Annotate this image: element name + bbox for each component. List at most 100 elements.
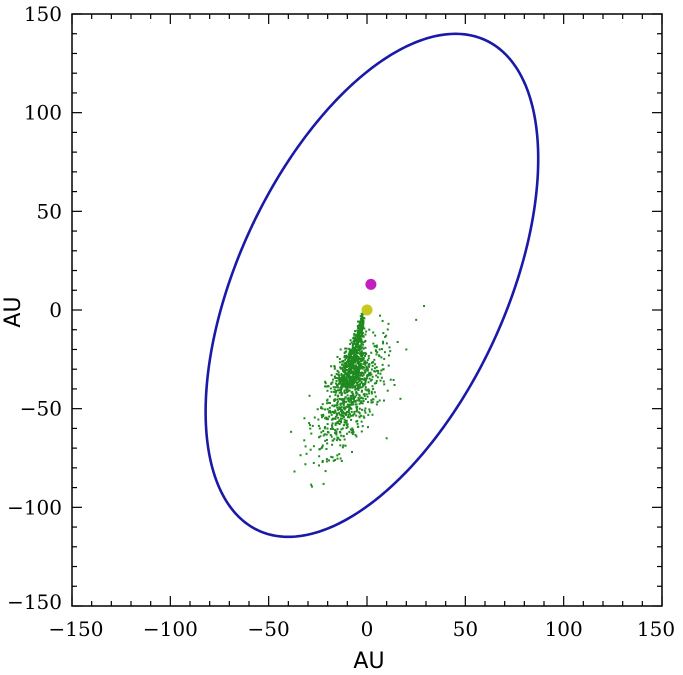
particle [340, 414, 343, 417]
particle [361, 351, 364, 354]
particle [352, 393, 355, 396]
particle [343, 362, 346, 365]
particle [359, 354, 362, 357]
particle [343, 380, 346, 383]
particle [348, 349, 351, 352]
particle [360, 400, 363, 403]
particle [343, 423, 346, 426]
particle [344, 396, 347, 399]
particle [361, 313, 364, 316]
particle [355, 358, 358, 361]
particle [338, 408, 341, 411]
particle [360, 339, 363, 342]
particle [310, 432, 313, 435]
particle [335, 390, 338, 393]
particle [359, 363, 362, 366]
orbit-ellipse-layer [204, 32, 540, 539]
particle [358, 334, 361, 337]
particle [343, 406, 346, 409]
particle [360, 381, 363, 384]
particle [356, 362, 359, 365]
particle [357, 398, 360, 401]
particle [368, 363, 371, 366]
particle [351, 350, 354, 353]
particle [358, 349, 361, 352]
particle [349, 428, 352, 431]
particle [356, 378, 359, 381]
particle [362, 373, 365, 376]
particle [353, 382, 356, 385]
particle [341, 380, 344, 383]
particle [352, 396, 355, 399]
particle [362, 357, 365, 360]
particle [336, 395, 339, 398]
particle [336, 355, 339, 358]
particle [318, 427, 321, 430]
particle [334, 409, 337, 412]
particle [368, 377, 371, 380]
particle [339, 398, 342, 401]
particle [359, 402, 362, 405]
particle [357, 366, 360, 369]
particle [346, 394, 349, 397]
particle [339, 439, 342, 442]
particle [343, 382, 346, 385]
particle [355, 391, 358, 394]
particle [363, 409, 366, 412]
particle [384, 335, 387, 338]
particle [362, 365, 365, 368]
y-axis-title: AU [1, 296, 26, 327]
particle [340, 389, 343, 392]
particle [340, 384, 343, 387]
particle [357, 383, 360, 386]
particle [339, 408, 342, 411]
particle [358, 369, 361, 372]
particle [370, 401, 373, 404]
particle [352, 370, 355, 373]
particle [370, 378, 373, 381]
particle [325, 433, 328, 436]
particle [357, 362, 360, 365]
particle [354, 372, 357, 375]
particle [357, 346, 360, 349]
particle [309, 427, 312, 430]
particle [350, 429, 353, 432]
particle [345, 368, 348, 371]
particle [363, 340, 366, 343]
particle [350, 431, 353, 434]
particle [340, 459, 343, 462]
particle [360, 386, 363, 389]
particle [332, 386, 335, 389]
particle [383, 351, 386, 354]
particle [347, 390, 350, 393]
particle [364, 381, 367, 384]
particle [355, 356, 358, 359]
particle [320, 414, 323, 417]
particle [368, 374, 371, 377]
particle [348, 403, 351, 406]
particle [359, 351, 362, 354]
particle [334, 398, 337, 401]
particle [310, 485, 313, 488]
particle [349, 367, 352, 370]
particle [337, 371, 340, 374]
particle [330, 435, 333, 438]
particle [354, 345, 357, 348]
particle [353, 354, 356, 357]
particle [361, 331, 364, 334]
particle [361, 377, 364, 380]
particle [363, 377, 366, 380]
particle [354, 337, 357, 340]
particle [322, 415, 325, 418]
particle [342, 385, 345, 388]
particle [318, 464, 321, 467]
particle [304, 463, 307, 466]
particle [303, 417, 306, 420]
y-tick-label: −100 [7, 495, 62, 519]
particle-cloud [290, 305, 426, 488]
particle [332, 459, 335, 462]
particle [340, 373, 343, 376]
particle [366, 374, 369, 377]
particle [361, 374, 364, 377]
particle [340, 413, 343, 416]
